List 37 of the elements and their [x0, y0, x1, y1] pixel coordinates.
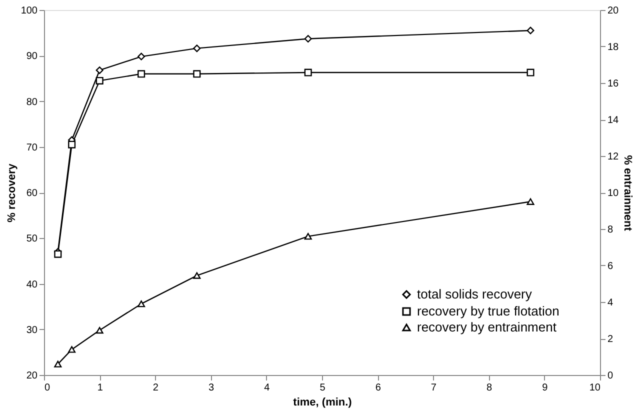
- x-tick-label: 5: [320, 382, 326, 394]
- y2-axis-title: % entrainment: [622, 155, 634, 232]
- y2-tick-label: 10: [608, 188, 620, 199]
- y-tick-label: 40: [26, 279, 38, 290]
- y-tick-label: 60: [26, 188, 38, 199]
- y-tick-label: 100: [20, 6, 38, 16]
- y2-tick-label: 2: [608, 334, 614, 345]
- y2-tick-label: 14: [608, 115, 620, 126]
- legend-label: recovery by true flotation: [417, 304, 560, 318]
- x-axis-title: time, (min.): [293, 396, 352, 408]
- x-tick-label: 8: [486, 382, 493, 394]
- y2-tick-label: 4: [608, 298, 614, 308]
- legend-label: recovery by entrainment: [417, 320, 557, 334]
- x-tick-label: 3: [208, 382, 215, 394]
- y2-tick-label: 12: [608, 152, 620, 162]
- y2-tick-label: 20: [608, 6, 620, 16]
- x-tick-label: 4: [264, 382, 270, 394]
- y-tick-label: 30: [26, 324, 38, 336]
- x-tick-label: 10: [589, 382, 601, 394]
- y-axis-title: % recovery: [6, 162, 18, 222]
- y-tick-label: 80: [26, 96, 38, 108]
- x-tick-label: 1: [97, 382, 104, 394]
- y2-tick-label: 18: [608, 42, 620, 53]
- x-tick-label: 2: [152, 382, 159, 394]
- y2-tick-label: 6: [608, 261, 614, 272]
- y2-tick-label: 0: [608, 370, 614, 382]
- y2-tick-label: 8: [608, 224, 614, 236]
- legend-label: total solids recovery: [417, 286, 532, 302]
- y-tick-label: 90: [26, 51, 38, 62]
- x-tick-label: 9: [542, 382, 548, 394]
- y-tick-label: 70: [26, 142, 38, 154]
- x-tick-label: 0: [44, 382, 50, 394]
- x-tick-label: 6: [375, 382, 382, 394]
- y-tick-label: 50: [26, 234, 38, 245]
- y-tick-label: 20: [26, 370, 38, 382]
- y2-tick-label: 16: [608, 78, 620, 90]
- x-tick-label: 7: [430, 382, 437, 394]
